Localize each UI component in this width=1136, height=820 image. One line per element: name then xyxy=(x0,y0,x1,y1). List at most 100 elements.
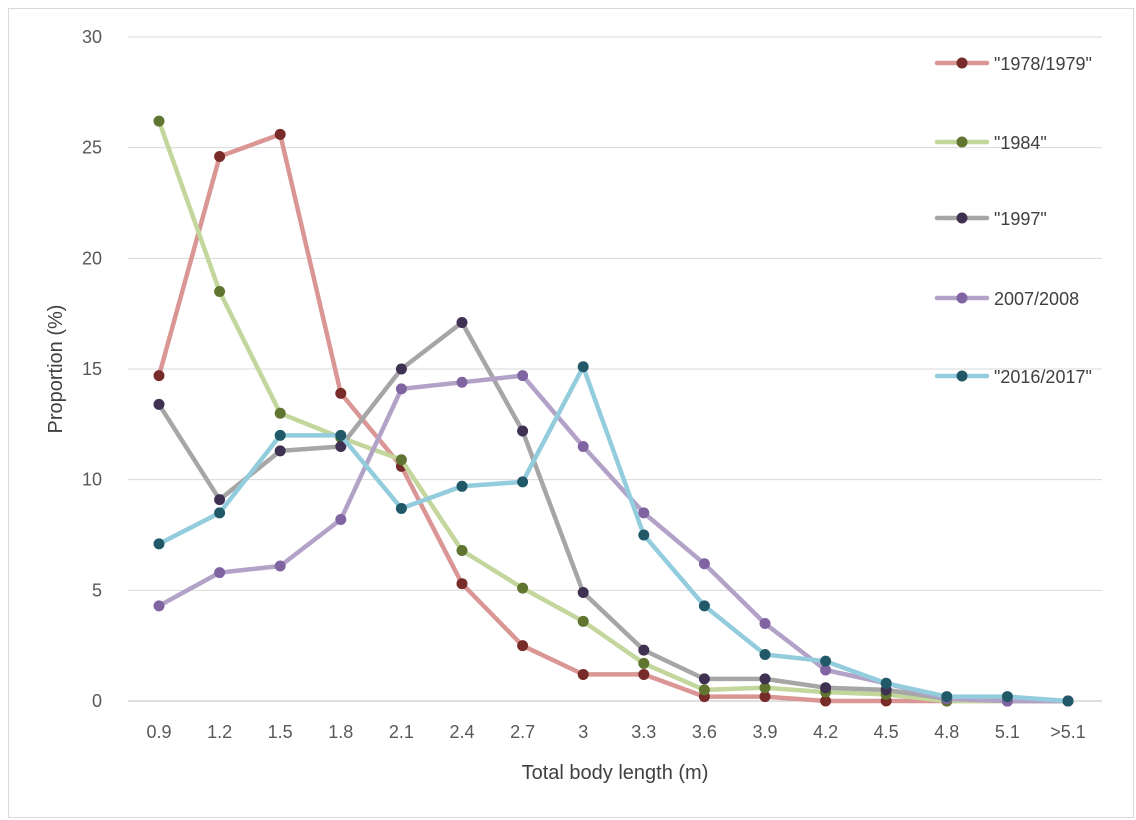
data-point xyxy=(759,682,771,694)
x-axis-ticks: 0.9 1.2 1.5 1.8 2.1 2.4 2.7 3 3.3 3.6 3.9 4.2 4.5 4.8… xyxy=(146,722,1085,742)
data-point xyxy=(759,618,771,630)
legend-label: "2016/2017" xyxy=(994,367,1092,387)
legend-label: "1978/1979" xyxy=(994,54,1092,74)
y-tick-label: 10 xyxy=(82,470,102,490)
data-point xyxy=(820,664,832,676)
data-point xyxy=(335,440,347,452)
data-point xyxy=(395,383,407,395)
x-tick-label: 3.6 xyxy=(692,722,717,742)
data-point xyxy=(638,644,650,656)
x-tick-label: 1.8 xyxy=(328,722,353,742)
series-lines xyxy=(153,115,1074,707)
legend-item: 2007/2008 xyxy=(934,289,1079,309)
y-tick-label: 0 xyxy=(92,691,102,711)
data-point xyxy=(214,494,226,506)
legend-item: "1984" xyxy=(934,133,1047,153)
data-point xyxy=(456,544,468,556)
series-4 xyxy=(153,370,1074,707)
legend: "1978/1979" "1984" "1997" 2007/2008 "2016/20… xyxy=(934,54,1092,387)
data-point xyxy=(698,600,710,612)
x-axis-title: Total body length (m) xyxy=(522,762,709,784)
data-point xyxy=(1001,691,1013,703)
data-point xyxy=(577,668,589,680)
data-point xyxy=(698,673,710,685)
x-tick-label: 1.2 xyxy=(207,722,232,742)
data-point xyxy=(820,682,832,694)
data-point xyxy=(880,677,892,689)
y-axis-title: Proportion (%) xyxy=(45,305,67,434)
data-point xyxy=(638,529,650,541)
data-point xyxy=(153,115,165,127)
y-tick-label: 30 xyxy=(82,27,102,47)
data-point xyxy=(153,600,165,612)
data-point xyxy=(517,582,529,594)
data-point xyxy=(153,538,165,550)
data-point xyxy=(517,370,529,382)
data-point xyxy=(274,407,286,419)
series-2 xyxy=(153,115,1074,707)
data-point xyxy=(577,361,589,373)
legend-item: "1997" xyxy=(934,209,1047,229)
data-point xyxy=(153,370,165,382)
x-tick-label: 0.9 xyxy=(146,722,171,742)
y-tick-label: 5 xyxy=(92,580,102,600)
data-point xyxy=(638,668,650,680)
data-point xyxy=(335,387,347,399)
data-point xyxy=(759,691,771,703)
data-point xyxy=(274,445,286,457)
legend-item: "1978/1979" xyxy=(934,54,1092,74)
data-point xyxy=(759,673,771,685)
data-point xyxy=(1062,695,1074,707)
data-point xyxy=(456,317,468,329)
data-point xyxy=(698,684,710,696)
data-point xyxy=(395,363,407,375)
data-point xyxy=(517,476,529,488)
y-axis-ticks: 0 5 10 15 20 25 30 xyxy=(82,27,102,711)
x-tick-label: 2.4 xyxy=(449,722,474,742)
legend-label: 2007/2008 xyxy=(994,289,1079,309)
series-line xyxy=(156,118,1071,704)
data-point xyxy=(335,514,347,526)
data-point xyxy=(638,657,650,669)
legend-marker-swatch xyxy=(956,292,968,304)
data-point xyxy=(941,691,953,703)
legend-marker-swatch xyxy=(956,212,968,224)
data-point xyxy=(214,151,226,163)
data-point xyxy=(456,376,468,388)
x-tick-label: 1.5 xyxy=(268,722,293,742)
x-tick-label: 3 xyxy=(578,722,588,742)
data-point xyxy=(577,587,589,599)
data-point xyxy=(214,567,226,579)
y-tick-label: 15 xyxy=(82,359,102,379)
legend-label: "1984" xyxy=(994,133,1047,153)
series-line xyxy=(156,132,1071,704)
data-point xyxy=(456,480,468,492)
series-line xyxy=(156,320,1071,704)
y-tick-label: 20 xyxy=(82,248,102,268)
x-tick-label: 4.5 xyxy=(874,722,899,742)
data-point xyxy=(274,560,286,572)
data-point xyxy=(820,655,832,667)
data-point xyxy=(274,429,286,441)
x-tick-label: 4.8 xyxy=(934,722,959,742)
legend-label: "1997" xyxy=(994,209,1047,229)
data-point xyxy=(577,615,589,627)
data-point xyxy=(820,695,832,707)
data-point xyxy=(517,640,529,652)
legend-marker-swatch xyxy=(956,136,968,148)
legend-item: "2016/2017" xyxy=(934,367,1092,387)
legend-marker-swatch xyxy=(956,57,968,69)
data-point xyxy=(214,507,226,519)
x-tick-label: 5.1 xyxy=(995,722,1020,742)
y-tick-label: 25 xyxy=(82,138,102,158)
data-point xyxy=(759,649,771,661)
series-line xyxy=(156,373,1071,704)
x-tick-label: 2.1 xyxy=(389,722,414,742)
x-tick-label: 3.9 xyxy=(752,722,777,742)
data-point xyxy=(698,558,710,570)
series-line xyxy=(156,364,1071,704)
x-tick-label: 3.3 xyxy=(631,722,656,742)
series-5 xyxy=(153,361,1074,707)
data-point xyxy=(153,398,165,410)
